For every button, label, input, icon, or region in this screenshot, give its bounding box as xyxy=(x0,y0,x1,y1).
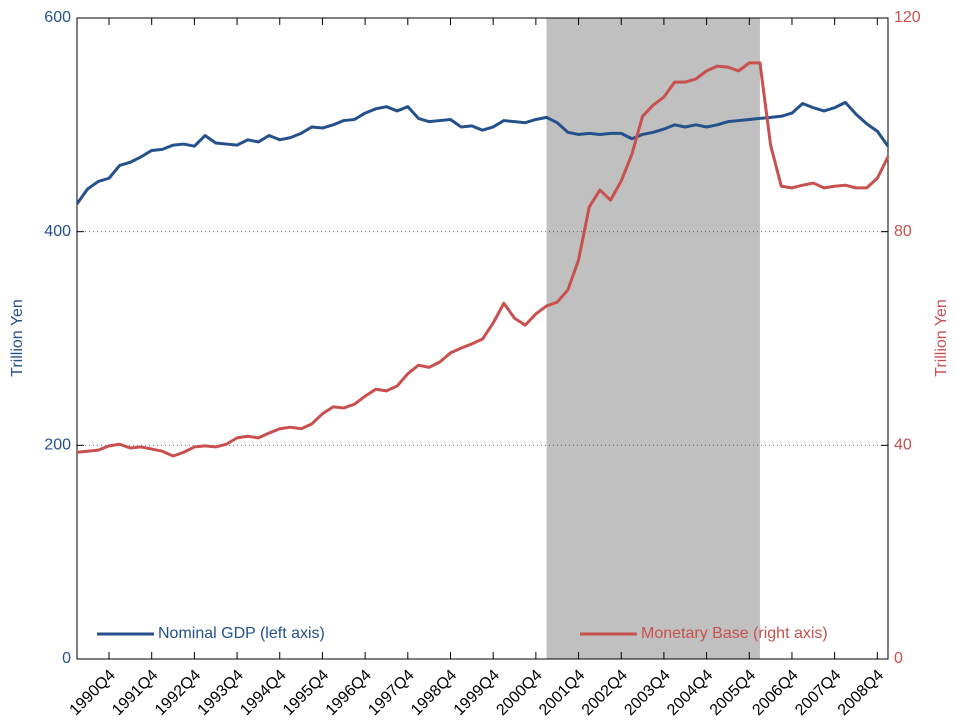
x-tick-label: 1996Q4 xyxy=(323,667,375,719)
y-tick-label: 200 xyxy=(44,437,71,454)
x-tick-label: 2000Q4 xyxy=(493,667,545,719)
x-tick-label: 1997Q4 xyxy=(365,667,417,719)
x-tick-label: 1991Q4 xyxy=(109,667,161,719)
legend-label: Monetary Base (right axis) xyxy=(641,625,828,642)
x-tick-label: 2004Q4 xyxy=(664,667,716,719)
series-line xyxy=(76,61,890,458)
series-line xyxy=(75,100,890,205)
x-tick-label: 1999Q4 xyxy=(451,667,503,719)
legend-label: Nominal GDP (left axis) xyxy=(158,625,325,642)
x-tick-label: 2002Q4 xyxy=(579,667,631,719)
x-tick-label: 1993Q4 xyxy=(195,667,247,719)
x-tick-label: 2008Q4 xyxy=(835,667,887,719)
y2-axis-title: Trillion Yen xyxy=(933,299,950,377)
x-tick-label: 1998Q4 xyxy=(408,667,460,719)
x-tick-label: 1992Q4 xyxy=(152,667,204,719)
shaded-period xyxy=(546,18,760,659)
x-tick-label: 2006Q4 xyxy=(749,667,801,719)
y2-tick-label: 120 xyxy=(894,9,921,26)
y2-tick-label: 80 xyxy=(894,223,912,240)
x-tick-label: 1995Q4 xyxy=(280,667,332,719)
y2-tick-label: 40 xyxy=(894,437,912,454)
y-tick-label: 0 xyxy=(62,650,71,667)
x-tick-label: 2003Q4 xyxy=(621,667,673,719)
x-tick-label: 1994Q4 xyxy=(237,667,289,719)
plot-frame xyxy=(76,17,889,660)
x-tick-label: 1990Q4 xyxy=(67,667,119,719)
y-tick-label: 400 xyxy=(44,223,71,240)
x-tick-label: 2005Q4 xyxy=(707,667,759,719)
y-tick-label: 600 xyxy=(44,9,71,26)
x-tick-label: 2001Q4 xyxy=(536,667,588,719)
y2-tick-label: 0 xyxy=(894,650,903,667)
y-axis-title: Trillion Yen xyxy=(9,299,26,377)
x-tick-label: 2007Q4 xyxy=(792,667,844,719)
